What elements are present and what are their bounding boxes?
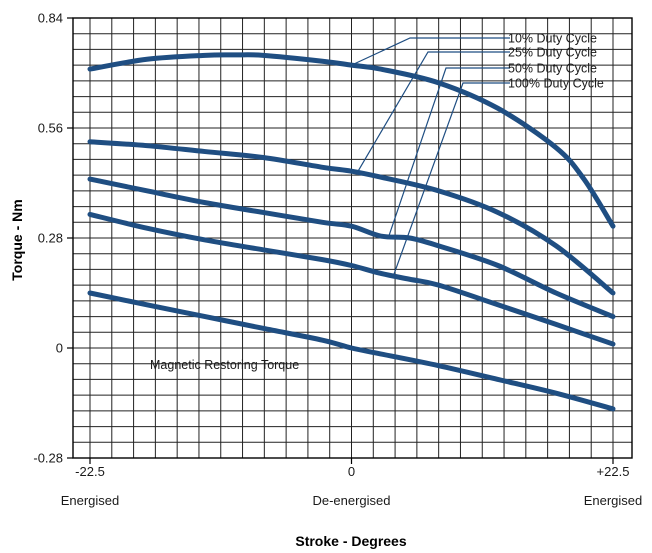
series-line <box>87 290 616 412</box>
x-tick-label: -22.5 <box>75 464 105 479</box>
legend-leader-line <box>351 37 510 66</box>
legend-leader-line <box>392 82 510 277</box>
y-tick-label: 0 <box>56 341 63 356</box>
x-tick-label: +22.5 <box>597 464 630 479</box>
series-annotation-label: Magnetic Restoring Torque <box>150 358 299 372</box>
legend-label: 100% Duty Cycle <box>508 77 604 91</box>
y-tick-label: -0.28 <box>33 451 63 466</box>
x-axis-title: Stroke - Degrees <box>295 533 406 549</box>
legend-label: 50% Duty Cycle <box>508 62 597 76</box>
x-tick-label: 0 <box>348 464 355 479</box>
legend-label: 25% Duty Cycle <box>508 46 597 60</box>
y-tick-label: 0.56 <box>38 121 63 136</box>
chart-series <box>87 52 616 412</box>
legend-leader-line <box>388 67 510 237</box>
y-tick-label: 0.84 <box>38 11 63 26</box>
chart-grid <box>73 17 632 459</box>
legend-leader-line <box>356 51 510 173</box>
x-tick-sublabel: De-energised <box>312 493 390 508</box>
x-tick-sublabel: Energised <box>584 493 643 508</box>
x-tick-sublabel: Energised <box>61 493 120 508</box>
chart-ticks: 0.84 0.56 0.28 0 -0.28 -22.5 Energised 0 De-ener… <box>33 11 642 509</box>
legend-leaders <box>351 37 510 277</box>
y-tick-label: 0.28 <box>38 231 63 246</box>
series-line <box>87 176 616 320</box>
legend-label: 10% Duty Cycle <box>508 32 597 46</box>
series-line <box>87 211 616 347</box>
series-line <box>87 52 616 229</box>
y-axis-title: Torque - Nm <box>9 199 25 280</box>
series-line <box>87 139 616 296</box>
